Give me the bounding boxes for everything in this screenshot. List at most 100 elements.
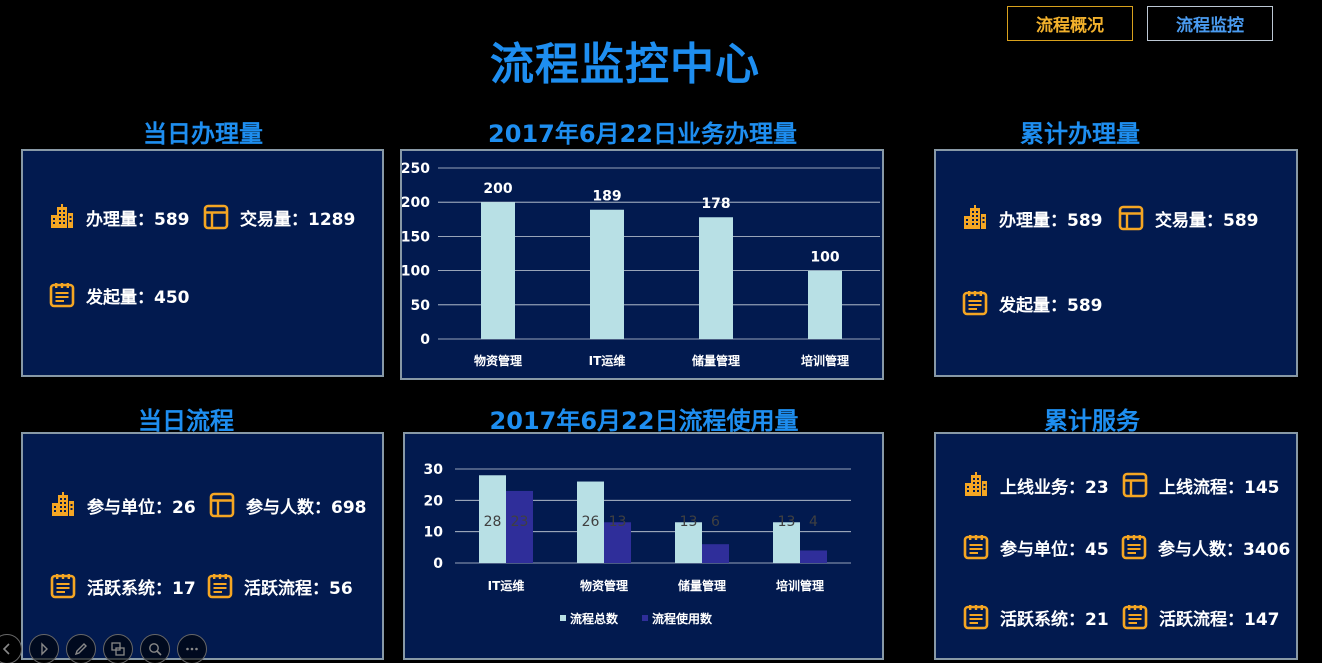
daily-systems-text: 活跃系统：17 — [87, 578, 196, 599]
y-tick-label: 250 — [402, 161, 430, 177]
daily-volume-title: 当日办理量 — [143, 120, 263, 148]
pen-tool-button[interactable] — [66, 634, 96, 663]
daily-handle-stat: 办理量：589 — [49, 204, 190, 230]
window-icon — [1122, 472, 1148, 498]
chevron-left-icon — [2, 643, 10, 655]
usage-chart-panel: 0 10 20 30 28 23 IT运维 26 13 物资管理 13 6 储量管理 13 4 培训管理 流程总… — [403, 432, 884, 660]
window-icon — [203, 204, 229, 230]
daily-units-text: 参与单位：26 — [87, 497, 196, 518]
y-tick-label: 100 — [402, 264, 430, 280]
y-tick-label: 50 — [411, 298, 431, 314]
service-units-stat: 参与单位：45 — [963, 534, 1109, 560]
service-systems-text: 活跃系统：21 — [1000, 609, 1109, 630]
bar — [479, 475, 506, 563]
online-process-text: 上线流程：145 — [1159, 477, 1280, 498]
data-label: 100 — [810, 250, 839, 266]
slides-icon — [111, 642, 125, 656]
y-tick-label: 0 — [433, 556, 443, 572]
daily-trade-stat: 交易量：1289 — [203, 204, 355, 230]
online-business-text: 上线业务：23 — [1000, 477, 1109, 498]
x-tick-label: 培训管理 — [801, 353, 849, 368]
service-people-stat: 参与人数：3406 — [1121, 534, 1290, 560]
x-tick-label: 物资管理 — [474, 353, 522, 368]
y-tick-label: 0 — [420, 332, 430, 348]
window-icon — [209, 492, 235, 518]
bar — [702, 544, 729, 563]
monitor-nav-button[interactable]: 流程监控 — [1147, 6, 1273, 41]
viewer-toolbar — [0, 634, 207, 663]
legend-label: 流程总数 — [570, 611, 619, 626]
daily-process-title: 当日流程 — [138, 407, 234, 435]
x-tick-label: 储量管理 — [692, 353, 740, 368]
zoom-button[interactable] — [140, 634, 170, 663]
list-icon — [963, 604, 989, 630]
daily-processes-text: 活跃流程：56 — [244, 578, 353, 599]
y-tick-label: 20 — [424, 493, 444, 509]
list-icon — [1122, 604, 1148, 630]
list-icon — [207, 573, 233, 599]
service-processes-stat: 活跃流程：147 — [1122, 604, 1280, 630]
business-chart-panel: 0 50 100 150 200 250 200 物资管理 189 IT运维 178 储量管理 100 培… — [400, 149, 884, 380]
legend-swatch — [642, 615, 648, 621]
x-tick-label: IT运维 — [488, 578, 525, 593]
data-label: 13 — [609, 514, 627, 530]
list-icon — [962, 290, 988, 316]
bar — [699, 217, 733, 339]
building-icon — [50, 492, 76, 518]
list-icon — [50, 573, 76, 599]
cumulative-volume-title: 累计办理量 — [1020, 120, 1140, 148]
magnifier-icon — [149, 643, 162, 656]
online-business-stat: 上线业务：23 — [963, 472, 1109, 498]
daily-people-text: 参与人数：698 — [246, 497, 367, 518]
daily-units-stat: 参与单位：26 — [50, 492, 196, 518]
x-tick-label: 物资管理 — [580, 578, 628, 593]
bar — [577, 481, 604, 563]
page-title: 流程监控中心 — [490, 39, 760, 90]
next-slide-button[interactable] — [29, 634, 59, 663]
cumulative-service-panel: 上线业务：23 上线流程：145 参与单位：45 参与人数：3406 活跃系统：… — [934, 432, 1298, 660]
play-icon — [41, 642, 48, 656]
data-label: 4 — [809, 514, 818, 530]
legend-label: 流程使用数 — [652, 611, 713, 626]
building-icon — [49, 204, 75, 230]
prev-slide-button[interactable] — [0, 634, 22, 663]
more-options-button[interactable] — [177, 634, 207, 663]
daily-people-stat: 参与人数：698 — [209, 492, 367, 518]
bar — [808, 270, 842, 339]
x-tick-label: 储量管理 — [678, 578, 726, 593]
bar — [481, 202, 515, 339]
data-label: 13 — [778, 514, 796, 530]
bar — [675, 522, 702, 563]
service-units-text: 参与单位：45 — [1000, 539, 1109, 560]
cumulative-volume-panel: 办理量：589 交易量：589 发起量：589 — [934, 149, 1298, 377]
data-label: 178 — [701, 196, 730, 212]
slide-grid-button[interactable] — [103, 634, 133, 663]
list-icon — [963, 534, 989, 560]
y-tick-label: 200 — [402, 195, 430, 211]
online-process-stat: 上线流程：145 — [1122, 472, 1280, 498]
overview-nav-button[interactable]: 流程概况 — [1007, 6, 1133, 41]
business-chart-title: 2017年6月22日业务办理量 — [488, 120, 797, 148]
daily-volume-panel: 办理量：589 交易量：1289 发起量：450 — [21, 149, 384, 377]
x-tick-label: 培训管理 — [776, 578, 824, 593]
building-icon — [962, 205, 988, 231]
data-label: 189 — [592, 189, 621, 205]
y-tick-label: 30 — [424, 462, 444, 478]
data-label: 26 — [582, 514, 600, 530]
cumulative-handle-stat: 办理量：589 — [962, 205, 1103, 231]
bar — [590, 209, 624, 339]
cumulative-trade-text: 交易量：589 — [1155, 210, 1259, 231]
x-tick-label: IT运维 — [589, 353, 626, 368]
data-label: 23 — [511, 514, 529, 530]
data-label: 6 — [711, 514, 720, 530]
daily-processes-stat: 活跃流程：56 — [207, 573, 353, 599]
bar — [506, 490, 533, 563]
service-processes-text: 活跃流程：147 — [1159, 609, 1280, 630]
pen-icon — [74, 643, 87, 656]
building-icon — [963, 472, 989, 498]
list-icon — [1121, 534, 1147, 560]
daily-handle-text: 办理量：589 — [86, 209, 190, 230]
more-dots-icon — [186, 647, 198, 651]
legend-swatch — [560, 615, 566, 621]
service-people-text: 参与人数：3406 — [1158, 539, 1291, 560]
